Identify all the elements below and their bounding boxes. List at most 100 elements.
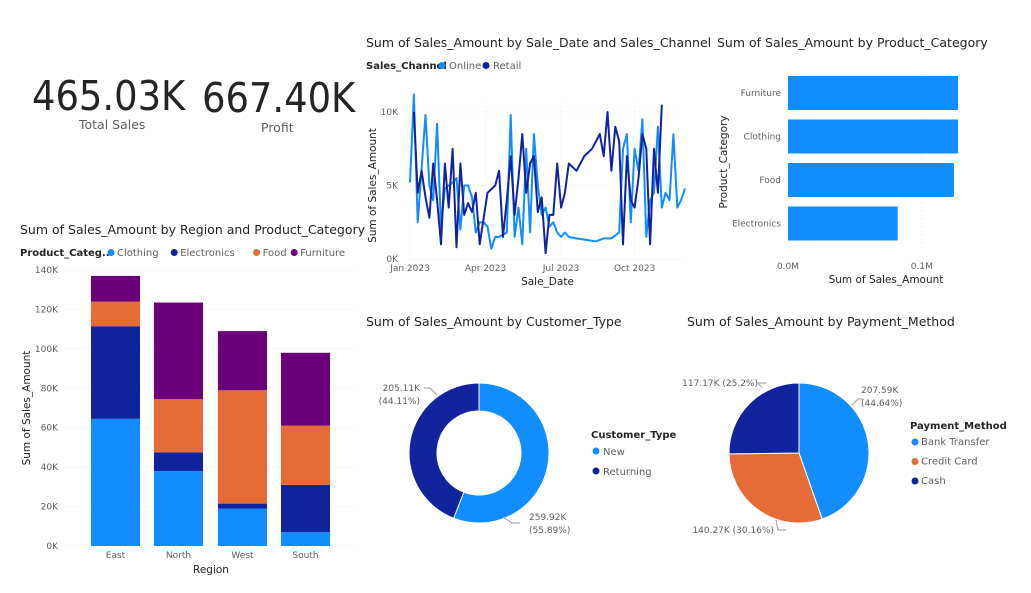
stacked-segment-north-furniture <box>154 302 203 400</box>
pie-legend-label-cash: Cash <box>921 476 946 487</box>
total-sales-value: 465.03K <box>32 72 186 120</box>
pie-legend-marker-bank-transfer <box>911 438 919 446</box>
donut-slice-new <box>453 382 550 524</box>
line-legend-title: Sales_Channel <box>366 61 447 72</box>
line-y-tick: 5K <box>386 182 399 192</box>
pie-label-credit-card: 140.27K (30.16%) <box>692 526 774 536</box>
hbar-category-label: Food <box>759 176 781 186</box>
stacked-segment-south-electronics <box>281 484 330 533</box>
line-series-retail <box>412 104 663 255</box>
hbar-bar-clothing <box>788 119 958 154</box>
kpi-profit-card: 667.40K Profit <box>195 60 365 140</box>
stacked-segment-north-food <box>154 399 203 453</box>
pie-legend-label-credit-card: Credit Card <box>921 457 978 468</box>
stacked-y-tick: 140K <box>35 266 59 276</box>
kpi-total-sales-card: 465.03K Total Sales <box>20 60 195 140</box>
pie-chart[interactable]: 207.59K (44.64%) 140.27K (30.16%) 117.17K (… <box>680 333 1020 553</box>
stacked-y-tick: 20K <box>41 503 59 513</box>
pie-label-bank-transfer-pct: (44.64%) <box>861 399 902 409</box>
stacked-legend-label-furniture: Furniture <box>300 248 345 259</box>
pie-leader-bank-transfer <box>851 398 863 406</box>
donut-slice-returning <box>408 382 480 519</box>
stacked-x-tick: West <box>231 551 254 561</box>
donut-label-new-value: 259.92K <box>529 513 567 523</box>
stacked-y-axis-label: Sum of Sales_Amount <box>21 351 33 466</box>
hbar-chart-title: Sum of Sales_Amount by Product_Category <box>717 35 988 50</box>
stacked-segment-west-furniture <box>218 331 267 391</box>
pie-leader-cash <box>756 382 766 389</box>
pie-slice-cash <box>728 382 800 455</box>
donut-label-returning-pct: (44.11%) <box>379 397 420 407</box>
donut-chart-title: Sum of Sales_Amount by Customer_Type <box>366 314 622 329</box>
hbar-x-tick: 0.1M <box>911 262 933 272</box>
donut-legend-title: Customer_Type <box>591 430 677 441</box>
pie-slice-credit-card <box>728 452 823 524</box>
line-y-tick: 10K <box>381 108 399 118</box>
stacked-legend-marker-furniture <box>290 249 298 256</box>
stacked-y-tick: 60K <box>41 424 59 434</box>
stacked-bar-chart[interactable]: Product_Categ... Clothing Electronics Food F… <box>15 242 360 582</box>
pie-slice-bank-transfer <box>798 382 870 520</box>
donut-label-new-pct: (55.89%) <box>529 526 570 536</box>
stacked-segment-south-clothing <box>281 532 330 546</box>
hbar-x-tick: 0.0M <box>777 262 799 272</box>
stacked-segment-south-furniture <box>281 352 330 426</box>
stacked-chart-title: Sum of Sales_Amount by Region and Produc… <box>20 222 366 237</box>
stacked-y-tick: 100K <box>35 345 59 355</box>
hbar-chart[interactable]: 0.0M 0.1M Furniture Clothing Food Electronics… <box>712 55 1012 295</box>
stacked-segment-south-food <box>281 425 330 485</box>
line-x-tick: Oct 2023 <box>614 264 655 274</box>
pie-legend-label-bank-transfer: Bank Transfer <box>921 437 990 448</box>
hbar-bar-furniture <box>788 76 958 110</box>
pie-leader-credit-card <box>775 519 786 531</box>
line-legend-label-online: Online <box>449 61 481 72</box>
line-chart-title: Sum of Sales_Amount by Sale_Date and Sal… <box>366 35 712 50</box>
stacked-segment-west-clothing <box>218 508 267 546</box>
stacked-legend-title: Product_Categ... <box>20 248 113 259</box>
stacked-legend-label-clothing: Clothing <box>117 248 159 259</box>
hbar-category-label: Furniture <box>741 89 782 99</box>
stacked-segment-east-electronics <box>91 326 140 419</box>
line-x-tick: Jul 2023 <box>542 264 580 274</box>
line-x-tick: Jan 2023 <box>389 264 430 274</box>
hbar-y-axis-label: Product_Category <box>718 115 730 208</box>
donut-leader-returning <box>424 387 438 396</box>
line-x-axis-label: Sale_Date <box>521 276 574 288</box>
hbar-category-label: Electronics <box>732 220 781 230</box>
donut-legend-label-returning: Returning <box>603 467 652 478</box>
donut-legend-marker-returning <box>592 467 600 475</box>
donut-label-returning-value: 205.11K <box>383 384 421 394</box>
profit-label: Profit <box>261 120 294 135</box>
total-sales-label: Total Sales <box>79 117 146 132</box>
line-legend-label-retail: Retail <box>493 61 521 72</box>
pie-legend-marker-cash <box>911 477 919 485</box>
line-x-tick: Apr 2023 <box>465 264 506 274</box>
stacked-legend-label-food: Food <box>263 248 287 259</box>
stacked-legend-marker-food <box>253 249 261 256</box>
stacked-x-tick: East <box>106 551 126 561</box>
donut-legend-marker-new <box>592 447 600 455</box>
line-legend-marker-retail <box>482 62 490 69</box>
donut-leader-new <box>502 516 520 524</box>
stacked-segment-north-clothing <box>154 471 203 546</box>
stacked-x-tick: North <box>166 551 191 561</box>
line-chart[interactable]: Sales_Channel Online Retail 0K 5K 10K Jan 2023… <box>360 55 695 295</box>
stacked-segment-north-electronics <box>154 452 203 472</box>
stacked-y-tick: 0K <box>46 542 59 552</box>
stacked-segment-west-food <box>218 390 267 504</box>
donut-legend-label-new: New <box>603 447 625 458</box>
hbar-x-axis-label: Sum of Sales_Amount <box>829 274 944 286</box>
stacked-segment-east-food <box>91 301 140 327</box>
stacked-legend-marker-electronics <box>170 249 178 256</box>
hbar-bar-food <box>788 163 954 197</box>
stacked-legend-marker-clothing <box>107 249 115 256</box>
pie-label-cash: 117.17K (25.2%) <box>682 379 758 389</box>
line-y-tick: 0K <box>386 255 399 265</box>
stacked-x-tick: South <box>292 551 318 561</box>
pie-chart-title: Sum of Sales_Amount by Payment_Method <box>687 314 955 329</box>
pie-legend-title: Payment_Method <box>910 421 1007 432</box>
donut-chart[interactable]: 259.92K (55.89%) 205.11K (44.11%) Customer_T… <box>360 333 680 553</box>
stacked-segment-east-furniture <box>91 275 140 302</box>
hbar-category-label: Clothing <box>744 133 781 143</box>
line-y-axis-label: Sum of Sales_Amount <box>367 128 379 243</box>
